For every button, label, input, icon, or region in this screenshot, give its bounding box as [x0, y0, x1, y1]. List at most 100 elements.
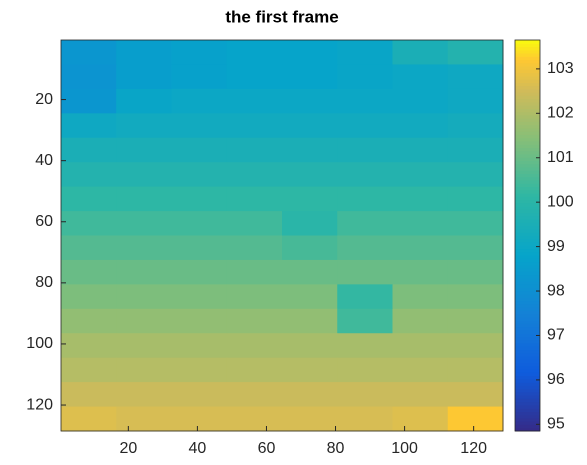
- heatmap-cell: [116, 162, 172, 187]
- heatmap-cell: [393, 211, 449, 236]
- colorbar-segment: [515, 284, 540, 288]
- colorbar-segment: [515, 206, 540, 210]
- heatmap-cell: [61, 138, 117, 163]
- colorbar-segment: [515, 343, 540, 347]
- heatmap-cell: [227, 407, 283, 432]
- heatmap-cell: [393, 162, 449, 187]
- heatmap-cell: [61, 162, 117, 187]
- colorbar-segment: [515, 314, 540, 318]
- heatmap-cell: [448, 113, 504, 138]
- colorbar-segment: [515, 304, 540, 308]
- colorbar-segment: [515, 385, 540, 389]
- colorbar-tick-label: 100: [547, 193, 574, 210]
- heatmap-cell: [337, 260, 393, 285]
- heatmap-cell: [448, 236, 504, 261]
- x-tick-label: 20: [119, 440, 137, 457]
- heatmap-cell: [448, 407, 504, 432]
- colorbar-segment: [515, 82, 540, 86]
- heatmap-cell: [393, 187, 449, 212]
- colorbar-segment: [515, 63, 540, 67]
- colorbar-segment: [515, 196, 540, 200]
- colorbar-segment: [515, 242, 540, 246]
- heatmap-cell: [227, 162, 283, 187]
- heatmap-cell: [282, 162, 338, 187]
- colorbar-segment: [515, 148, 540, 152]
- colorbar-segment: [515, 183, 540, 187]
- colorbar-segment: [515, 131, 540, 135]
- y-tick-label: 100: [26, 335, 53, 352]
- heatmap-cell: [448, 382, 504, 407]
- colorbar-segment: [515, 89, 540, 93]
- heatmap-cell: [227, 236, 283, 261]
- heatmap-cell: [448, 211, 504, 236]
- heatmap-cell: [61, 89, 117, 114]
- heatmap-cell: [172, 333, 228, 358]
- colorbar-segment: [515, 118, 540, 122]
- heatmap-cell: [337, 407, 393, 432]
- heatmap-cell: [172, 382, 228, 407]
- colorbar-segment: [515, 203, 540, 207]
- colorbar-segment: [515, 161, 540, 165]
- heatmap-cell: [282, 382, 338, 407]
- heatmap-cell: [282, 309, 338, 334]
- heatmap-cell: [393, 64, 449, 89]
- heatmap-cell: [337, 309, 393, 334]
- heatmap-cell: [227, 89, 283, 114]
- colorbar-segment: [515, 164, 540, 168]
- heatmap-cell: [337, 333, 393, 358]
- heatmap-cell: [116, 113, 172, 138]
- heatmap-cell: [448, 309, 504, 334]
- heatmap-cell: [337, 284, 393, 309]
- heatmap-cell: [61, 260, 117, 285]
- y-tick-label: 120: [26, 396, 53, 413]
- heatmap-cell: [448, 260, 504, 285]
- colorbar-segment: [515, 369, 540, 373]
- heatmap-cell: [448, 333, 504, 358]
- colorbar-segment: [515, 216, 540, 220]
- heatmap-cell: [172, 113, 228, 138]
- colorbar-segment: [515, 294, 540, 298]
- colorbar-segment: [515, 340, 540, 344]
- heatmap-cell: [61, 113, 117, 138]
- colorbar-segment: [515, 330, 540, 334]
- colorbar-segment: [515, 115, 540, 119]
- colorbar-segment: [515, 262, 540, 266]
- heatmap-cell: [448, 162, 504, 187]
- heatmap-cell: [172, 284, 228, 309]
- colorbar-segment: [515, 408, 540, 412]
- y-tick-label: 20: [35, 91, 53, 108]
- heatmap-cell: [337, 89, 393, 114]
- colorbar-segment: [515, 353, 540, 357]
- colorbar-segment: [515, 86, 540, 90]
- colorbar-segment: [515, 144, 540, 148]
- heatmap-cell: [61, 284, 117, 309]
- heatmap-cell: [393, 407, 449, 432]
- heatmap-cell: [172, 407, 228, 432]
- colorbar-segment: [515, 174, 540, 178]
- heatmap-cell: [116, 358, 172, 383]
- heatmap-cell: [227, 64, 283, 89]
- heatmap-cell: [172, 236, 228, 261]
- colorbar-segment: [515, 268, 540, 272]
- colorbar-segment: [515, 278, 540, 282]
- colorbar-segment: [515, 53, 540, 57]
- heatmap-cell: [227, 284, 283, 309]
- heatmap-cell: [116, 89, 172, 114]
- heatmap-cell: [282, 64, 338, 89]
- y-tick-label: 40: [35, 152, 53, 169]
- colorbar-segment: [515, 376, 540, 380]
- heatmap-cell: [337, 40, 393, 65]
- colorbar-tick-label: 99: [547, 238, 565, 255]
- colorbar-segment: [515, 56, 540, 60]
- heatmap-cell: [172, 89, 228, 114]
- heatmap-cell: [337, 358, 393, 383]
- colorbar-tick-label: 95: [547, 416, 565, 433]
- colorbar-segment: [515, 79, 540, 83]
- heatmap-cell: [337, 382, 393, 407]
- colorbar-segment: [515, 40, 540, 44]
- colorbar-segment: [515, 108, 540, 112]
- colorbar-segment: [515, 307, 540, 311]
- colorbar-segment: [515, 382, 540, 386]
- colorbar-segment: [515, 134, 540, 138]
- heatmap-cell: [172, 162, 228, 187]
